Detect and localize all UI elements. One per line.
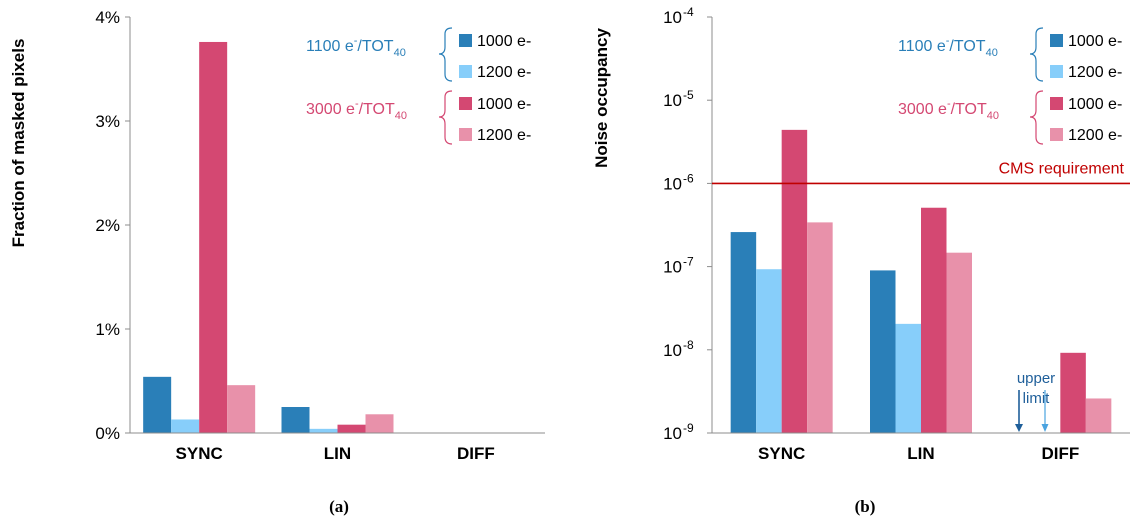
chart-b-y-ticks: 10-410-510-610-710-810-9 xyxy=(663,5,712,443)
chart-a-y-tick-label: 1% xyxy=(95,320,120,339)
legend-a-swatch-blue-1200 xyxy=(459,65,472,78)
chart-b-y-tick-label: 10 xyxy=(663,258,682,277)
chart-b-y-tick-exponent: -7 xyxy=(683,255,694,269)
legend-b-group-1100: 1100 e-/TOT40 xyxy=(898,35,998,59)
chart-a-y-ticks: 0% 1% 2% 3% 4% xyxy=(95,8,130,443)
chart-a-bars xyxy=(143,41,394,434)
legend-b-group-3000: 3000 e-/TOT40 xyxy=(898,98,999,122)
legend-a-entry-1: 1000 e- xyxy=(477,33,531,50)
bar-a-lin-blue-1200 xyxy=(309,428,338,433)
chart-b-y-tick-label: 10 xyxy=(663,174,682,193)
chart-a-category-sync: SYNC xyxy=(176,444,223,463)
legend-a-brace-3000 xyxy=(438,90,453,145)
chart-a-caption: (a) xyxy=(329,497,349,516)
chart-a-legend: 1100 e-/TOT40 3000 e-/TOT40 1000 e- 1200… xyxy=(306,27,531,145)
legend-a-swatch-red-1000 xyxy=(459,97,472,110)
bar-b-sync-blue-1200 xyxy=(756,269,782,433)
chart-b-y-tick-label: 10 xyxy=(663,91,682,110)
chart-a-y-tick-label: 4% xyxy=(95,8,120,27)
chart-b-y-tick-label: 10 xyxy=(663,8,682,27)
legend-a-entry-3: 1000 e- xyxy=(477,96,531,113)
legend-b-entry-3: 1000 e- xyxy=(1068,96,1122,113)
legend-b-swatch-red-1200 xyxy=(1050,128,1063,141)
legend-a-group-3000: 3000 e-/TOT40 xyxy=(306,98,407,122)
chart-b: Noise occupancy 10-410-510-610-710-810-9… xyxy=(592,5,1130,516)
cms-requirement-label: CMS requirement xyxy=(999,160,1125,177)
legend-a-swatch-blue-1000 xyxy=(459,34,472,47)
bar-b-lin-red-1200 xyxy=(946,252,972,433)
upper-limit-arrowhead-1000 xyxy=(1015,424,1023,432)
chart-a-y-axis-label: Fraction of masked pixels xyxy=(9,39,28,248)
chart-b-y-tick-exponent: -5 xyxy=(683,88,694,102)
legend-b-swatch-blue-1200 xyxy=(1050,65,1063,78)
chart-b-y-tick-exponent: -9 xyxy=(683,421,694,435)
chart-b-y-tick-label: 10 xyxy=(663,424,682,443)
bar-a-sync-blue-1000 xyxy=(143,376,172,433)
bar-a-sync-red-1200 xyxy=(227,385,256,433)
chart-a-category-lin: LIN xyxy=(324,444,351,463)
chart-b-y-axis-label: Noise occupancy xyxy=(592,28,611,168)
bar-a-sync-blue-1200 xyxy=(171,419,200,433)
bar-b-lin-blue-1200 xyxy=(895,323,921,433)
chart-a-y-tick-label: 2% xyxy=(95,216,120,235)
chart-a-categories: SYNC LIN DIFF xyxy=(176,444,495,463)
bar-b-sync-red-1000 xyxy=(781,129,808,433)
bar-b-diff-red-1200 xyxy=(1085,398,1112,433)
chart-b-y-tick-exponent: -6 xyxy=(683,171,694,185)
legend-b-swatch-red-1000 xyxy=(1050,97,1063,110)
bar-b-sync-red-1200 xyxy=(807,222,833,433)
bar-a-sync-red-1000 xyxy=(199,41,228,434)
chart-b-y-tick-exponent: -8 xyxy=(683,338,694,352)
chart-a-category-diff: DIFF xyxy=(457,444,495,463)
legend-b-swatch-blue-1000 xyxy=(1050,34,1063,47)
chart-a: Fraction of masked pixels 0% 1% 2% 3% 4% SYN… xyxy=(9,8,545,516)
legend-b-entry-2: 1200 e- xyxy=(1068,64,1122,81)
legend-b-brace-1100 xyxy=(1029,27,1044,82)
chart-b-categories: SYNC LIN DIFF xyxy=(758,444,1079,463)
chart-b-category-sync: SYNC xyxy=(758,444,805,463)
chart-a-y-tick-label: 0% xyxy=(95,424,120,443)
legend-a-entry-4: 1200 e- xyxy=(477,127,531,144)
chart-b-caption: (b) xyxy=(855,497,876,516)
legend-b-entry-4: 1200 e- xyxy=(1068,127,1122,144)
bar-b-lin-red-1000 xyxy=(921,207,947,433)
chart-b-y-tick-label: 10 xyxy=(663,341,682,360)
legend-b-brace-3000 xyxy=(1029,90,1044,145)
upper-limit-text-line-1: upper xyxy=(1017,370,1055,387)
legend-a-entry-2: 1200 e- xyxy=(477,64,531,81)
bar-b-lin-blue-1000 xyxy=(870,270,896,433)
bar-a-lin-red-1000 xyxy=(337,424,366,433)
chart-b-bars xyxy=(730,129,1112,433)
legend-b-entry-1: 1000 e- xyxy=(1068,33,1122,50)
upper-limit-text-line-2: limit xyxy=(1023,390,1050,407)
upper-limit-arrowhead-1200 xyxy=(1041,424,1049,432)
legend-a-group-1100: 1100 e-/TOT40 xyxy=(306,35,406,59)
bar-a-lin-blue-1000 xyxy=(281,407,310,433)
legend-a-swatch-red-1200 xyxy=(459,128,472,141)
bar-b-sync-blue-1000 xyxy=(730,232,757,433)
chart-b-legend: 1100 e-/TOT40 3000 e-/TOT40 1000 e- 1200… xyxy=(898,27,1122,145)
chart-b-category-diff: DIFF xyxy=(1041,444,1079,463)
upper-limit-annotation: upper limit xyxy=(1015,370,1055,432)
legend-a-brace-1100 xyxy=(438,27,453,82)
bar-b-diff-red-1000 xyxy=(1060,352,1086,433)
chart-a-y-tick-label: 3% xyxy=(95,112,120,131)
bar-a-lin-red-1200 xyxy=(365,414,394,433)
chart-b-category-lin: LIN xyxy=(907,444,934,463)
chart-b-y-tick-exponent: -4 xyxy=(683,5,694,19)
